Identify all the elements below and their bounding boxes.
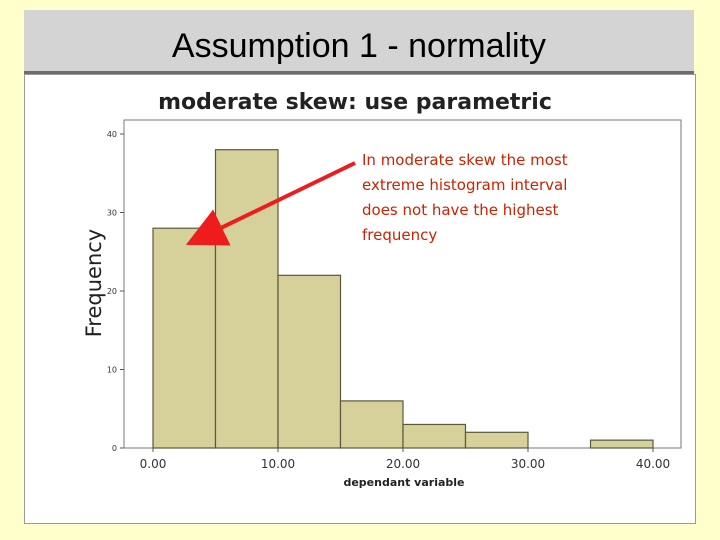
- y-tick-label: 20: [107, 287, 117, 296]
- chart-title: moderate skew: use parametric: [158, 90, 552, 115]
- histogram-bar: [214, 149, 279, 449]
- annotation-text-line: does not have the highest: [362, 201, 559, 219]
- y-tick-label: 30: [107, 209, 117, 218]
- y-axis-label: Frequency: [82, 229, 106, 338]
- annotation-text-line: frequency: [362, 226, 437, 244]
- x-tick-label: 0.00: [140, 457, 167, 471]
- annotation-text-line: extreme histogram interval: [362, 176, 567, 194]
- y-tick-label: 0: [112, 444, 117, 453]
- x-axis-label: dependant variable: [343, 476, 464, 489]
- histogram-bar: [339, 400, 404, 449]
- annotation-arrow: [185, 161, 356, 246]
- y-tick-label: 40: [107, 130, 117, 139]
- histogram-bar: [152, 227, 217, 449]
- y-tick-label: 10: [107, 366, 117, 375]
- x-tick-label: 20.00: [386, 457, 420, 471]
- histogram-bar: [402, 423, 467, 449]
- annotation-text-line: In moderate skew the most: [362, 151, 568, 169]
- x-tick-label: 40.00: [636, 457, 670, 471]
- slide-title: Assumption 1 - normality: [171, 27, 547, 65]
- x-tick-label: 10.00: [261, 457, 295, 471]
- slide-header: [24, 10, 694, 71]
- x-tick-label: 30.00: [511, 457, 545, 471]
- histogram-bar: [277, 274, 342, 449]
- histogram-bar: [464, 431, 529, 449]
- histogram-bar: [589, 439, 654, 449]
- header-divider: [24, 71, 694, 74]
